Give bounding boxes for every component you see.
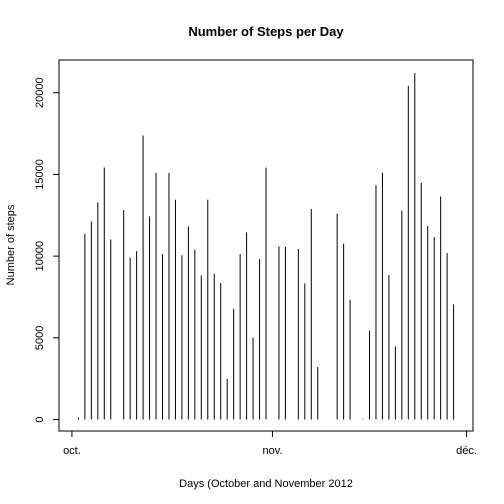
bar-series [77, 73, 455, 420]
x-tick-label: nov. [262, 445, 282, 457]
x-tick-label: oct. [63, 445, 81, 457]
x-axis-label: Days (October and November 2012 [179, 478, 353, 490]
y-tick-label: 10000 [34, 241, 46, 272]
y-tick-label: 15000 [34, 159, 46, 190]
x-tick-label: déc. [456, 445, 477, 457]
y-axis-label: Number of steps [5, 204, 17, 285]
y-axis: 0 5000 10000 15000 20000 [34, 77, 60, 423]
chart-title: Number of Steps per Day [188, 24, 344, 39]
y-tick-label: 5000 [34, 326, 46, 350]
y-tick-label: 0 [34, 416, 46, 422]
y-tick-label: 20000 [34, 77, 46, 108]
x-axis: oct. nov. déc. [63, 430, 477, 457]
